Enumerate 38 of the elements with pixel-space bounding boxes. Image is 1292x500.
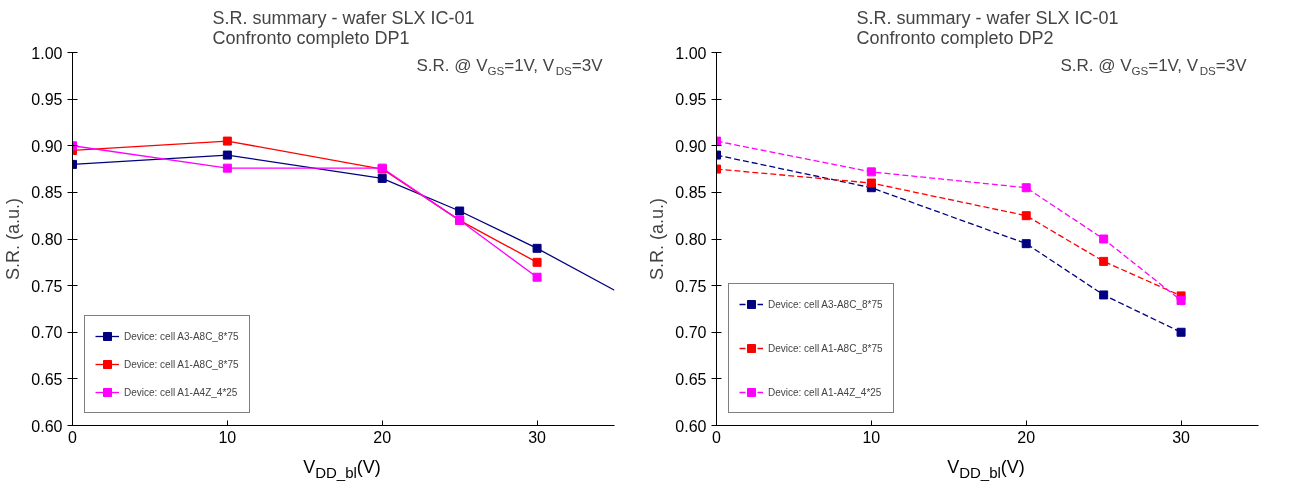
y-tick-label: 0.95 [31,91,63,109]
y-tick-label: 1.00 [31,44,63,62]
y-tick-label: 0.80 [31,231,63,248]
y-tick-label: 1.00 [675,44,707,62]
chart-title: S.R. summary - wafer SLX IC-01 Confronto completo DP2 [856,7,1119,48]
legend-label: Device: cell A1-A8C_8*75 [768,342,883,354]
y-tick-label: 0.70 [675,324,707,342]
legend-label: Device: cell A1-A8C_8*75 [124,358,239,370]
legend-label: Device: cell A1-A4Z_4*25 [768,386,882,398]
y-tick-label: 0.60 [31,417,63,435]
y-tick-label: 0.85 [31,184,63,202]
x-tick-label: 0 [68,428,78,446]
y-axis-title: S.R. (a.u.) [647,197,668,281]
y-tick-label: 0.60 [675,417,707,435]
legend-label: Device: cell A3-A8C_8*75 [768,298,883,310]
y-tick-label: 0.80 [675,231,707,248]
y-tick-label: 0.65 [31,370,63,388]
x-axis-title: V$_{DD_bl}$(V) [947,456,1025,483]
y-tick-label: 0.90 [675,137,707,155]
y-tick-label: 0.75 [31,277,63,295]
y-tick-label: 0.85 [675,184,707,202]
x-tick-label: 20 [373,428,392,446]
x-tick-label: 0 [712,428,722,446]
x-tick-label: 30 [1172,428,1191,446]
x-axis-title: V$_{DD_bl}$(V) [303,456,381,483]
x-tick-label: 10 [862,428,881,446]
legend-label: Device: cell A3-A8C_8*75 [124,330,239,342]
y-tick-label: 0.70 [31,324,63,342]
y-tick-label: 0.65 [675,370,707,388]
y-axis-title: S.R. (a.u.) [3,197,24,281]
chart-title: S.R. summary - wafer SLX IC-01 Confronto completo DP1 [212,7,475,48]
y-tick-label: 0.75 [675,277,707,295]
y-tick-label: 0.95 [675,91,707,109]
x-tick-label: 30 [528,428,547,446]
y-tick-label: 0.90 [31,137,63,155]
legend-label: Device: cell A1-A4Z_4*25 [124,386,238,398]
x-tick-label: 20 [1017,428,1036,446]
x-tick-label: 10 [218,428,237,446]
